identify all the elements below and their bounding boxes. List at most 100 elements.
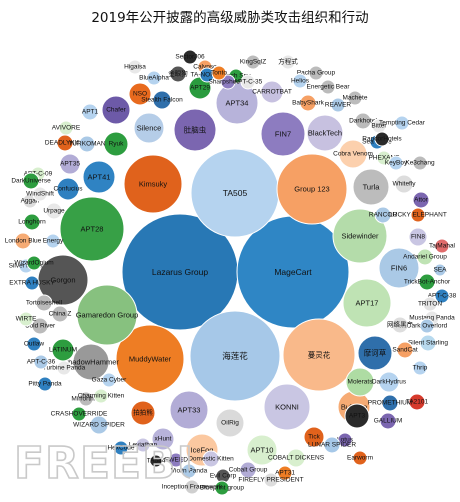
bubble-label: FIREFLY PRESIDENT xyxy=(238,477,303,484)
bubble-lunar-spider-65: LUNAR SPIDER xyxy=(308,436,356,454)
bubble-apt1-106: APT1 xyxy=(81,103,99,121)
bubble-group-123-5: Group 123 xyxy=(276,153,348,225)
bubble-label: APT28 xyxy=(81,225,104,234)
bubble-circle xyxy=(394,174,414,194)
bubble-attor-47: Attor xyxy=(412,191,430,209)
bubble-trickbot-anchor-52: TrickBot-Anchor xyxy=(404,273,451,291)
bubble-charming-kitten-83: Charming Kitten xyxy=(78,388,125,404)
bubble-label: DarkUniverse xyxy=(11,178,51,185)
watermark-text: FREEBUF xyxy=(14,438,190,489)
bubble-circle xyxy=(342,278,392,328)
bubble-circle xyxy=(45,233,61,249)
bubble-ta544-75: TA544 xyxy=(147,454,166,468)
bubble-shadowhammer-19: ShadowHammer xyxy=(63,343,119,381)
bubble-label: Gaza Cyber xyxy=(92,377,128,384)
bubble-london-blue-95: London Blue xyxy=(5,232,42,250)
bubble-tortoiseshell-91: Tortoiseshell xyxy=(26,294,63,312)
bubble-circle xyxy=(151,427,175,451)
bubble-circle xyxy=(345,367,375,397)
bubble-cn-111: 金眼狗 xyxy=(168,65,188,83)
bubble-cn-4: 蔓灵花 xyxy=(282,318,356,392)
bubble-circle xyxy=(169,390,209,430)
bubble-circle xyxy=(18,311,34,327)
bubble-circle xyxy=(408,227,428,247)
bubble-extra-husky-92: EXTRA HUSKY xyxy=(9,275,55,291)
bubble-tonto-134: Tonto xyxy=(211,65,227,81)
bubble-label: Tick xyxy=(308,434,320,441)
bubble-circle xyxy=(323,436,341,454)
bubble-circle xyxy=(133,112,165,144)
bubble-kingsqlz-113: KingSqlZ xyxy=(240,54,266,70)
bubble-circle xyxy=(152,90,172,110)
bubble-circle xyxy=(280,54,296,70)
bubble-circle xyxy=(31,317,49,335)
bubble-label: SandCat xyxy=(392,347,417,354)
bubble-label: RANCOR xyxy=(369,212,397,219)
bubble-circle xyxy=(378,371,400,393)
bubble-cn-12: 肚脑虫 xyxy=(173,108,217,152)
bubble-label: FIN7 xyxy=(275,130,291,139)
bubble-label: Higaisa xyxy=(124,64,146,71)
bubble-circle xyxy=(173,108,217,152)
bubble-bluealpha-108: BlueAlpha xyxy=(139,70,169,86)
bubble-silence-23: Silence xyxy=(133,112,165,144)
bubble-silent-starling-58: Silent Starling xyxy=(408,334,448,352)
bubble-wizardopium-94: WizardOpium xyxy=(14,255,54,271)
bubble-label: APT-C-36 xyxy=(27,359,56,366)
bubble-label: 肚脑虫 xyxy=(184,125,207,135)
bubble-circle xyxy=(408,393,426,411)
bubble-circle xyxy=(396,341,414,359)
bubble-label: LUNAR SPIDER xyxy=(308,442,356,449)
bubble-circle xyxy=(263,383,311,431)
bubble-wirte-89: WIRTE xyxy=(16,311,37,327)
bubble-turkoman-104: TURKOMAN xyxy=(68,135,106,153)
bubble-violin-panda-72: Violin Panda xyxy=(171,463,208,479)
bubble-circle xyxy=(374,131,390,147)
bubble-molerats-31: Molerats xyxy=(345,367,375,397)
bubble-circle xyxy=(76,284,138,346)
bubble-label: NSO xyxy=(133,91,147,98)
bubble-label: Darkhotel xyxy=(349,118,377,125)
bubble-label: Silence xyxy=(137,124,162,133)
bubble-label: DEADLYKISS xyxy=(45,140,86,147)
bubble-label: PHEXANE xyxy=(368,155,400,162)
bubble-cn-57: 网络黑产 xyxy=(387,316,414,334)
bubble-label: Longhorn xyxy=(18,219,46,226)
bubble-label: WizardOpium xyxy=(14,260,53,267)
bubble-label: APT33 xyxy=(178,406,201,415)
bubble-circle xyxy=(379,412,397,430)
bubble-label: BlueAlpha xyxy=(139,75,169,82)
bubble-circle xyxy=(35,294,53,312)
bubble-label: DarkHydrus xyxy=(372,379,407,386)
bubble-label: 方程式 xyxy=(278,57,298,66)
bubble-apt10-24: APT10 xyxy=(246,434,278,466)
bubble-label: APT34 xyxy=(226,99,249,108)
bubble-circle xyxy=(26,255,42,271)
bubble-circle xyxy=(381,394,399,412)
bubble-label: Molerats xyxy=(348,379,374,386)
bubble-china-z-90: China Z xyxy=(49,305,71,323)
bubble-blueprint-group-70: Blueprint group xyxy=(200,480,244,496)
bubble-confucius-38: Confucius xyxy=(54,177,83,201)
bubble-label: Cobalt Group xyxy=(229,467,268,474)
bubble-label: APT31 xyxy=(275,470,295,477)
bubble-circle xyxy=(246,434,278,466)
bubble-label: TrickBot-Anchor xyxy=(404,279,451,286)
bubble-darkhydrus-45: DarkHydrus xyxy=(372,371,407,393)
bubble-label: 拍拍熊 xyxy=(133,408,153,417)
bubble-circle xyxy=(378,247,420,289)
bubble-circle xyxy=(303,426,325,448)
bubble-label: WIRTE xyxy=(16,316,37,323)
bubble-circle xyxy=(184,479,200,495)
bubble-circle xyxy=(37,376,53,392)
bubble-nso-35: NSO xyxy=(128,82,152,106)
bubble-label: Helios xyxy=(291,78,310,85)
bubble-circle xyxy=(412,191,430,209)
bubble-label: Pacha Group xyxy=(297,70,336,77)
bubble-label: BabyShark xyxy=(292,100,325,107)
bubble-sidewinder-10: Sidewinder xyxy=(332,208,388,264)
bubble-label: APT1 xyxy=(82,109,99,116)
bubble-label: 网络黑产 xyxy=(387,320,414,329)
bubble-circle xyxy=(215,408,245,438)
bubble-label: Lazarus Group xyxy=(152,267,208,277)
